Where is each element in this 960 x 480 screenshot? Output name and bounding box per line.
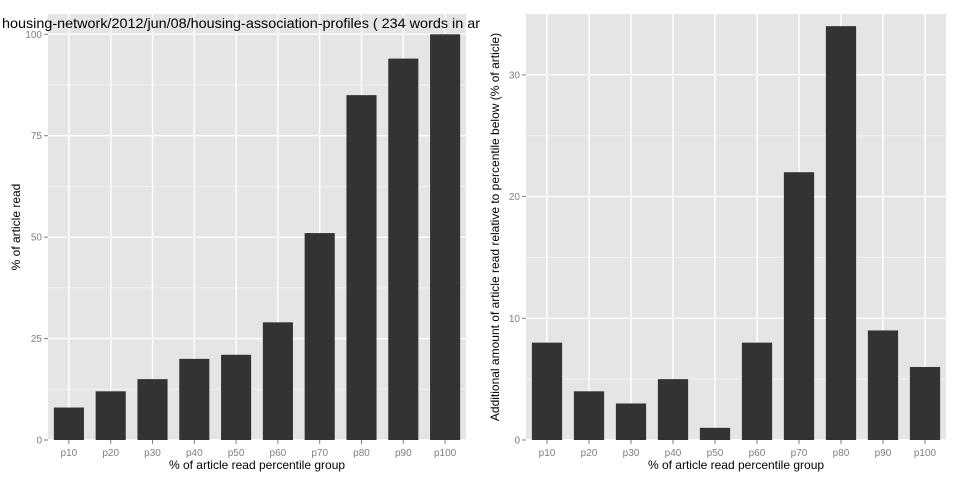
x-tick-label: p60: [270, 448, 287, 459]
y-tick-label: 50: [31, 233, 43, 244]
bar-p100: [430, 34, 461, 441]
bar-p60: [262, 322, 293, 440]
bar-p70: [304, 233, 335, 440]
cumulative-read-chart: 0 25 50 75 100 p10 p20 p30 p40 p50 p60 p70 p80 p90 p10…: [2, 14, 480, 472]
x-tick-label: p30: [623, 448, 640, 459]
y-tick-label: 30: [509, 70, 521, 81]
y-tick-label: 75: [31, 131, 43, 142]
x-axis-title: % of article read percentile group: [169, 458, 345, 472]
bar-p10: [531, 342, 563, 440]
y-tick-label: 10: [509, 314, 521, 325]
incremental-read-chart: 0 10 20 30 p10 p20 p30 p40 p50 p60 p70 p80 p90 p100 % …: [488, 14, 946, 472]
x-tick-label: p60: [749, 448, 766, 459]
x-tick-label: p80: [353, 448, 370, 459]
x-tick-label: p50: [228, 448, 245, 459]
bar-p30: [137, 379, 168, 440]
x-tick-label: p90: [395, 448, 412, 459]
y-tick-label: 100: [25, 30, 42, 41]
y-tick-label: 0: [514, 436, 520, 447]
bar-p20: [573, 391, 605, 440]
chart-title: housing-network/2012/jun/08/housing-asso…: [2, 15, 480, 31]
bar-p40: [179, 358, 210, 440]
x-tick-label: p30: [144, 448, 161, 459]
bar-p20: [95, 391, 126, 440]
y-tick-label: 0: [36, 436, 42, 447]
y-tick-label: 20: [509, 192, 521, 203]
y-tick-label: 25: [31, 334, 43, 345]
bar-p10: [53, 407, 84, 440]
bar-p90: [867, 330, 899, 440]
y-axis-title: % of article read: [9, 184, 23, 271]
x-tick-label: p50: [707, 448, 724, 459]
x-tick-label: p10: [61, 448, 78, 459]
x-tick-label: p20: [581, 448, 598, 459]
x-tick-label: p90: [875, 448, 892, 459]
x-tick-label: p40: [186, 448, 203, 459]
x-tick-label: p70: [311, 448, 328, 459]
x-tick-label: p80: [833, 448, 850, 459]
bar-p80: [825, 26, 857, 441]
x-tick-label: p40: [665, 448, 682, 459]
x-tick-label: p10: [539, 448, 556, 459]
x-tick-label: p100: [434, 448, 457, 459]
bar-p50: [699, 427, 731, 440]
y-axis-title: Additional amount of article read relati…: [488, 33, 502, 421]
bar-p70: [783, 172, 815, 440]
bar-p50: [221, 354, 252, 440]
x-tick-label: p20: [102, 448, 119, 459]
bar-p60: [741, 342, 773, 440]
bar-p30: [615, 403, 647, 440]
x-axis-title: % of article read percentile group: [648, 458, 824, 472]
bar-p80: [346, 95, 377, 441]
bar-p100: [909, 366, 941, 440]
bar-p90: [388, 58, 419, 440]
x-tick-label: p100: [914, 448, 937, 459]
x-tick-label: p70: [791, 448, 808, 459]
bar-p40: [657, 379, 689, 440]
